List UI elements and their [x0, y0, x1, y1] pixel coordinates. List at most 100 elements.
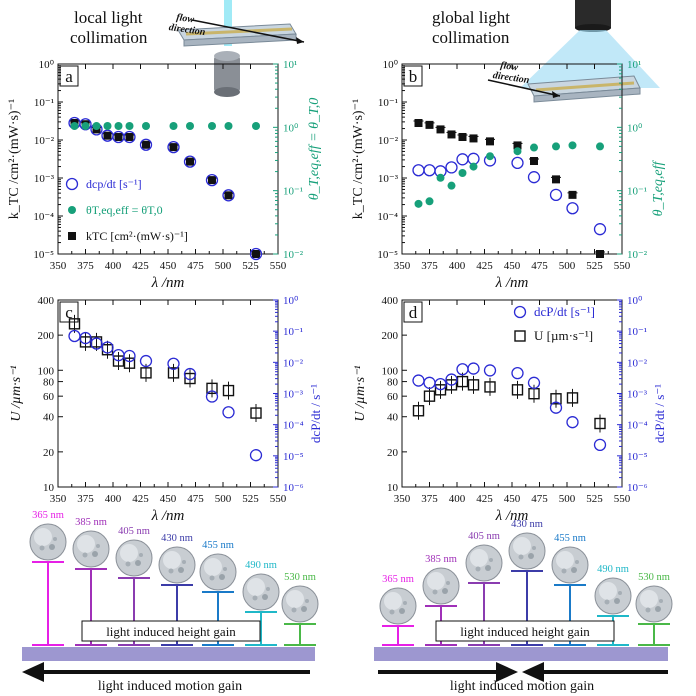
- legend-label: kTC [cm²·(mW·s)⁻¹]: [86, 229, 188, 243]
- motion-gain-label: light induced motion gain: [98, 679, 242, 694]
- ktc-point: [596, 250, 604, 258]
- x-tick-label: 475: [187, 493, 204, 505]
- particle-texture: [489, 558, 493, 562]
- y-tick-label: 10⁻¹: [34, 97, 54, 109]
- x-tick-label: 400: [105, 493, 122, 505]
- direction-label: direction: [168, 22, 206, 38]
- dcpdt-point: [593, 223, 607, 236]
- dcpdt-point: [423, 164, 436, 177]
- particle-texture: [125, 561, 131, 567]
- y-tick-label: 10⁻⁴: [33, 211, 54, 223]
- ktc-point: [414, 119, 423, 128]
- theta-point: [447, 181, 456, 190]
- height-gain-box: [435, 620, 615, 642]
- dcpdt-point: [467, 362, 480, 375]
- particle-highlight: [286, 590, 304, 608]
- x-axis-label: λ /nm: [151, 508, 185, 524]
- theta-point: [70, 121, 79, 130]
- x-tick-label: 425: [132, 493, 149, 505]
- y-tick-label: 10⁻²: [378, 135, 399, 147]
- y-tick-label: 10¹: [283, 59, 297, 71]
- wavelength-label: 430 nm: [511, 519, 543, 530]
- ktc-point: [252, 250, 260, 258]
- particle-texture: [168, 568, 174, 574]
- particle-texture: [532, 546, 536, 550]
- y-tick-label: 10⁻¹: [283, 326, 303, 338]
- legend-marker: [68, 232, 76, 240]
- x-tick-label: 425: [476, 493, 493, 505]
- particle-texture: [178, 567, 184, 573]
- motion-gain-label: light induced motion gain: [450, 679, 594, 694]
- particle-highlight: [120, 544, 138, 562]
- particle-texture: [389, 609, 395, 615]
- theta-point: [530, 143, 538, 152]
- particle-highlight: [163, 551, 181, 569]
- dcpdt-point: [183, 155, 197, 168]
- wavelength-label: 530 nm: [284, 572, 316, 583]
- header-right-line2: collimation: [432, 28, 510, 47]
- theta-point: [186, 121, 194, 130]
- u-point: [484, 381, 496, 393]
- dcpdt-point: [566, 202, 579, 215]
- x-tick-label: 550: [270, 260, 287, 272]
- wavelength-label: 385 nm: [425, 554, 457, 565]
- ktc-point: [114, 132, 123, 141]
- dcpdt-point: [222, 406, 235, 419]
- header-left-line1: local light: [74, 8, 143, 27]
- particle-texture: [442, 588, 448, 594]
- dcpdt-point: [549, 401, 563, 414]
- particle-texture: [223, 567, 227, 571]
- theta-point: [208, 121, 216, 130]
- particle-highlight: [427, 572, 445, 590]
- ktc-point: [469, 134, 478, 143]
- u-point: [68, 318, 81, 330]
- ktc-point: [142, 140, 150, 149]
- particle-texture: [82, 552, 88, 558]
- particle-highlight: [204, 558, 222, 576]
- y-tick-label: 10⁻¹: [283, 186, 303, 198]
- dcpdt-point: [205, 390, 219, 403]
- x-tick-label: 350: [50, 260, 67, 272]
- theta-point: [81, 121, 90, 130]
- dcpdt-point: [527, 376, 541, 389]
- dcpdt-point: [412, 164, 425, 177]
- dcpdt-point: [549, 188, 563, 202]
- theta-point: [252, 121, 260, 130]
- x-tick-label: 375: [421, 260, 438, 272]
- theta-point: [469, 162, 478, 171]
- y-tick-label: 10⁻⁶: [283, 482, 304, 494]
- particle-texture: [446, 581, 450, 585]
- particle-texture: [475, 566, 481, 572]
- ktc-point: [568, 190, 577, 199]
- particle-texture: [209, 575, 215, 581]
- x-tick-label: 450: [160, 493, 177, 505]
- x-tick-label: 350: [394, 260, 411, 272]
- y-tick-label: 10⁻¹: [627, 326, 647, 338]
- legend-marker: [65, 177, 79, 191]
- y-tick-label: 20: [43, 447, 55, 459]
- theta-point: [224, 121, 233, 130]
- x-axis-label: λ /nm: [495, 508, 529, 524]
- y-tick-label: 10⁻²: [283, 249, 304, 261]
- particle-texture: [399, 608, 405, 614]
- panel-label-box: [403, 65, 423, 87]
- theta-point: [513, 147, 522, 156]
- y-tick-label: 10⁻⁶: [627, 482, 648, 494]
- particle-highlight: [470, 549, 488, 567]
- u-point: [456, 375, 469, 388]
- light-cone: [520, 30, 660, 88]
- theta-point: [458, 169, 467, 178]
- dcpdt-point: [511, 366, 524, 380]
- dcpdt-point: [205, 173, 219, 187]
- ktc-point: [103, 131, 112, 140]
- panel-label: a: [65, 67, 73, 86]
- objective-bottom: [214, 87, 240, 97]
- particle-texture: [219, 574, 225, 580]
- particle-texture: [305, 599, 309, 603]
- u-point: [550, 393, 562, 405]
- particle-texture: [266, 587, 270, 591]
- x-tick-label: 500: [215, 493, 232, 505]
- motion-arrowhead-right: [496, 662, 518, 682]
- y-tick-label: 80: [43, 377, 55, 389]
- x-tick-label: 500: [215, 260, 232, 272]
